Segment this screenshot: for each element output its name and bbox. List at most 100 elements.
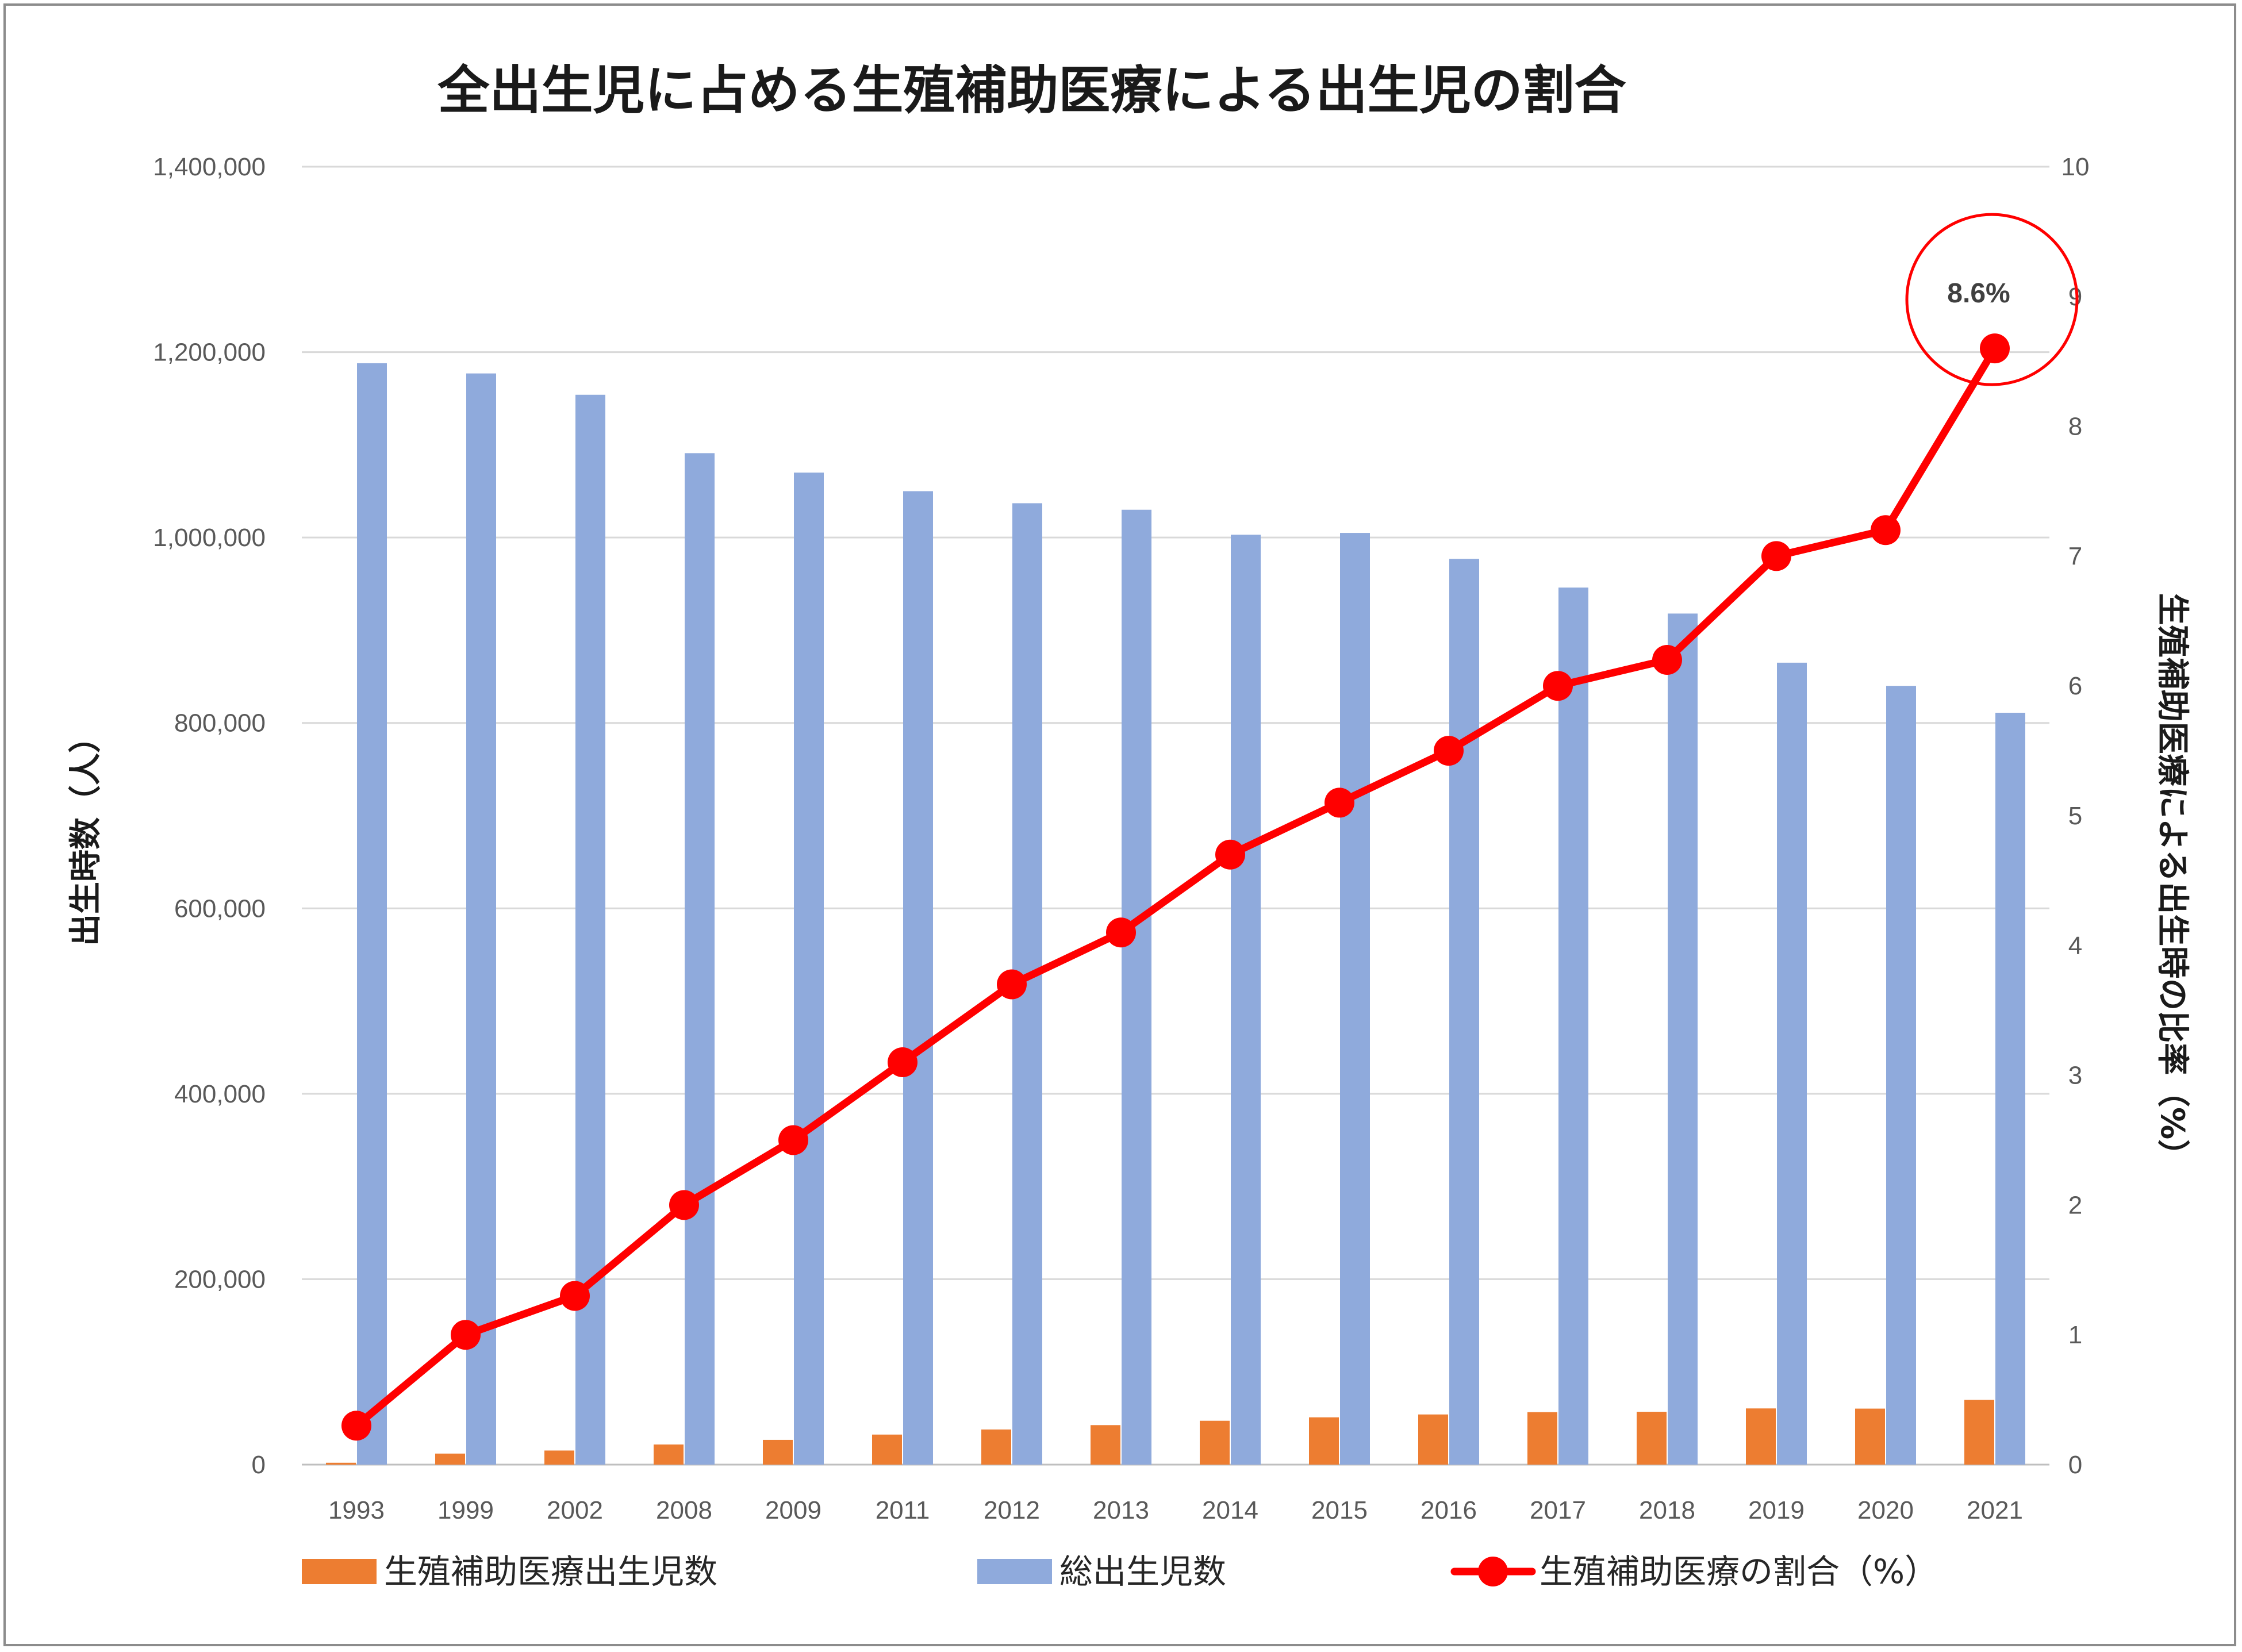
- x-tick-label: 2014: [1202, 1496, 1258, 1524]
- x-tick-label: 2021: [1967, 1496, 2023, 1524]
- left-tick-label: 400,000: [174, 1080, 266, 1108]
- right-tick-label: 3: [2068, 1062, 2082, 1090]
- total-births-bar: [357, 363, 387, 1465]
- ratio-point: [341, 1411, 371, 1441]
- right-tick-label: 4: [2068, 932, 2082, 960]
- ratio-point: [1543, 671, 1573, 701]
- x-tick-label: 2015: [1311, 1496, 1368, 1524]
- x-tick-label: 2016: [1421, 1496, 1477, 1524]
- ratio-point: [888, 1047, 917, 1078]
- art-births-bar: [326, 1462, 356, 1465]
- left-tick-label: 1,200,000: [153, 339, 266, 367]
- ratio-point: [451, 1320, 481, 1350]
- art-births-bar: [1964, 1400, 1994, 1465]
- right-tick-label: 10: [2061, 153, 2090, 181]
- art-births-bar: [654, 1444, 684, 1465]
- ratio-line: [352, 344, 1999, 1430]
- left-tick-label: 200,000: [174, 1265, 266, 1293]
- right-axis-title: 生殖補助医療による出生時の比率（%）: [2153, 593, 2191, 1171]
- legend-label-total-births: 総出生児数: [1059, 1552, 1226, 1591]
- legend-swatch-art-births: [302, 1559, 377, 1584]
- right-tick-label: 5: [2068, 802, 2082, 830]
- chart-title: 全出生児に占める生殖補助医療による出生児の割合: [437, 60, 1626, 121]
- right-tick-label: 0: [2068, 1451, 2082, 1479]
- ratio-point: [669, 1190, 699, 1220]
- art-births-bar: [872, 1434, 902, 1465]
- ratio-point: [1980, 333, 2010, 364]
- right-tick-label: 7: [2068, 542, 2082, 570]
- ratio-point: [1215, 839, 1245, 870]
- ratio-point: [1106, 917, 1136, 948]
- highlight-circle: [1905, 213, 2079, 386]
- x-tick-label: 2017: [1530, 1496, 1586, 1524]
- art-births-bar: [981, 1429, 1011, 1465]
- ratio-line-group: [341, 333, 2010, 1441]
- x-tick-label: 2013: [1093, 1496, 1149, 1524]
- legend-label-ratio: 生殖補助医療の割合（%）: [1540, 1552, 1938, 1591]
- art-births-bar: [1418, 1414, 1448, 1465]
- x-tick-label: 1999: [437, 1496, 494, 1524]
- art-births-bar: [1746, 1408, 1776, 1465]
- x-tick-label: 1993: [328, 1496, 385, 1524]
- art-births-bar: [1200, 1420, 1230, 1465]
- total-births-bar: [1886, 686, 1916, 1465]
- left-tick-label: 1,000,000: [153, 524, 266, 552]
- x-tick-label: 2002: [547, 1496, 603, 1524]
- total-births-bar: [1340, 533, 1370, 1465]
- ratio-point: [1761, 541, 1791, 571]
- right-tick-label: 6: [2068, 672, 2082, 700]
- total-births-bar: [1777, 662, 1807, 1465]
- art-births-bar: [1309, 1417, 1339, 1465]
- total-births-bar: [1231, 535, 1261, 1465]
- x-tick-label: 2008: [656, 1496, 712, 1524]
- art-births-bar: [1637, 1412, 1667, 1465]
- art-births-bar: [544, 1450, 574, 1465]
- total-births-bar: [685, 453, 715, 1465]
- total-births-bar: [1449, 559, 1479, 1465]
- right-tick-label: 1: [2068, 1321, 2082, 1349]
- total-births-bar: [794, 472, 824, 1465]
- x-axis-ticks: 1993 1999 2002 2008 2009 2011 2012 2013 2014 2015…: [328, 1496, 2023, 1524]
- art-births-bar: [763, 1439, 793, 1465]
- left-axis-title: 出生時数（人）: [67, 721, 105, 946]
- total-births-bar: [1995, 712, 2025, 1465]
- left-tick-label: 0: [252, 1451, 266, 1479]
- x-tick-label: 2011: [876, 1496, 930, 1524]
- ratio-point: [1434, 736, 1464, 766]
- bars: [326, 363, 2025, 1465]
- right-tick-label: 8: [2068, 413, 2082, 441]
- left-tick-label: 600,000: [174, 894, 266, 923]
- ratio-point: [1325, 787, 1354, 818]
- total-births-bar: [1558, 587, 1588, 1465]
- x-tick-label: 2009: [765, 1496, 821, 1524]
- legend: 生殖補助医療出生児数 総出生児数 生殖補助医療の割合（%）: [302, 1552, 1938, 1591]
- total-births-bar: [466, 373, 496, 1465]
- ratio-point: [560, 1281, 590, 1311]
- ratio-point: [997, 969, 1027, 1000]
- left-tick-label: 800,000: [174, 709, 266, 737]
- ratio-point: [1871, 515, 1901, 545]
- legend-swatch-ratio-marker: [1478, 1557, 1508, 1586]
- highlight-annotation: 8.6%: [1905, 213, 2079, 386]
- left-tick-label: 1,400,000: [153, 153, 266, 181]
- art-births-bar: [435, 1453, 465, 1465]
- x-tick-label: 2019: [1748, 1496, 1805, 1524]
- art-births-bar: [1091, 1425, 1120, 1465]
- x-tick-label: 2012: [984, 1496, 1040, 1524]
- art-births-bar: [1855, 1408, 1885, 1465]
- ratio-point: [778, 1125, 808, 1155]
- total-births-bar: [903, 491, 933, 1465]
- art-births-bar: [1527, 1412, 1557, 1465]
- legend-swatch-total-births: [977, 1559, 1052, 1584]
- left-axis-ticks: 0 200,000 400,000 600,000 800,000 1,000,000 1,…: [153, 153, 266, 1479]
- x-tick-label: 2020: [1857, 1496, 1914, 1524]
- total-births-bar: [1122, 509, 1151, 1465]
- legend-label-art-births: 生殖補助医療出生児数: [384, 1552, 717, 1591]
- x-tick-label: 2018: [1639, 1496, 1695, 1524]
- annotation-label: 8.6%: [1947, 278, 2010, 309]
- total-births-bar: [1668, 613, 1698, 1465]
- ratio-point: [1652, 645, 1682, 675]
- right-tick-label: 2: [2068, 1191, 2082, 1219]
